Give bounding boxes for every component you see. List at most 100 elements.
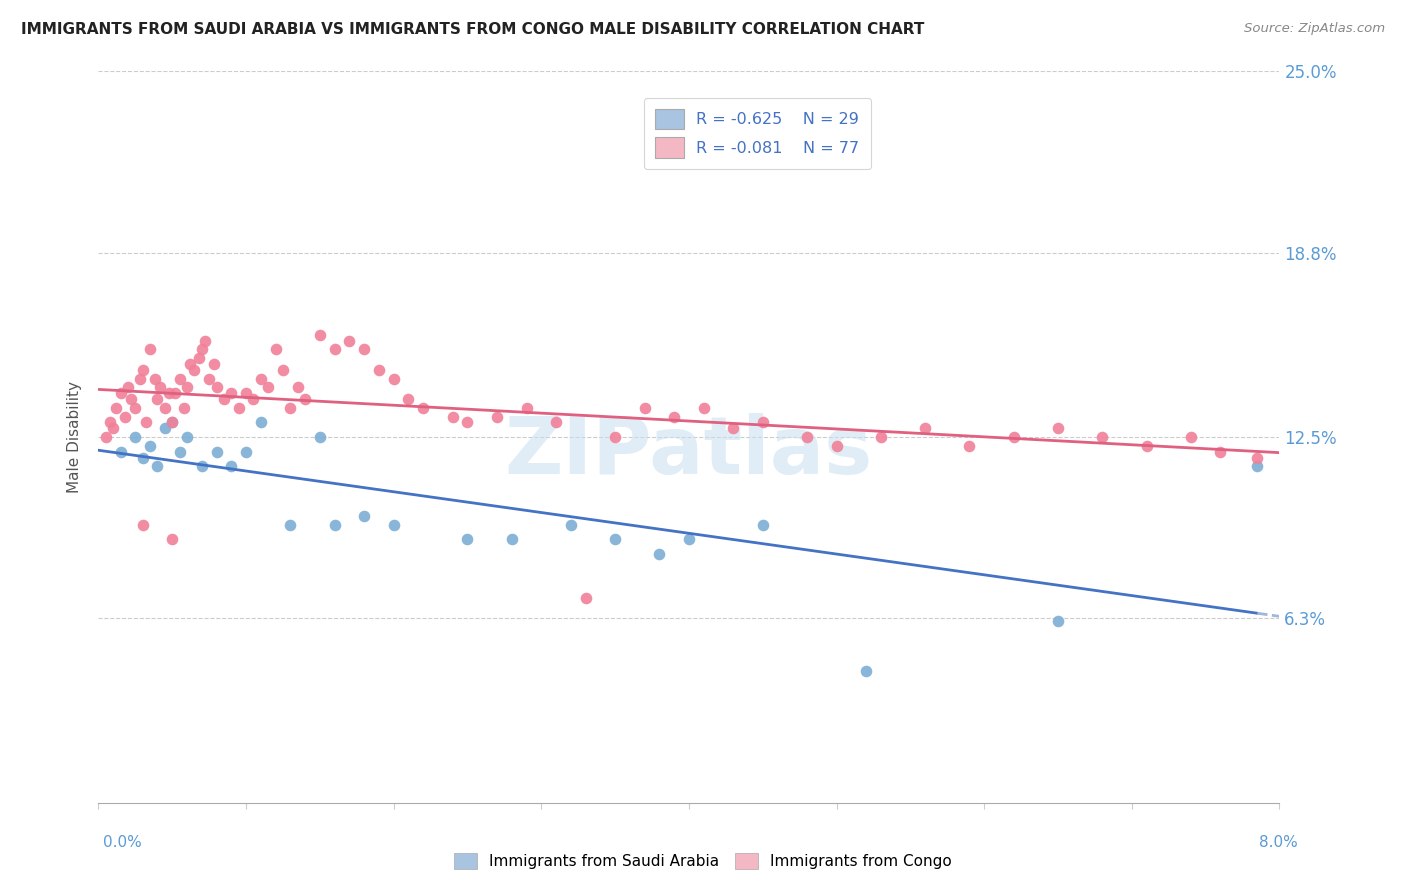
Point: [228, 401, 250, 415]
Point: [692, 401, 714, 415]
Point: [139, 439, 162, 453]
Point: [143, 371, 166, 385]
Point: [323, 343, 346, 357]
Point: [205, 380, 228, 394]
Point: [105, 401, 128, 415]
Point: [1180, 430, 1202, 444]
Point: [323, 517, 346, 532]
Point: [308, 430, 332, 444]
Point: [162, 416, 183, 430]
Point: [162, 533, 183, 547]
Point: [235, 444, 257, 458]
Point: [1091, 430, 1114, 444]
Y-axis label: Male Disability: Male Disability: [67, 381, 83, 493]
Text: Source: ZipAtlas.com: Source: ZipAtlas.com: [1244, 22, 1385, 36]
Point: [146, 459, 169, 474]
Point: [191, 343, 214, 357]
Point: [412, 401, 434, 415]
Point: [198, 371, 221, 385]
Point: [124, 430, 146, 444]
Text: 8.0%: 8.0%: [1258, 836, 1298, 850]
Point: [278, 517, 302, 532]
Point: [294, 392, 316, 406]
Point: [278, 401, 302, 415]
Point: [187, 351, 209, 365]
Point: [169, 444, 191, 458]
Point: [257, 380, 280, 394]
Point: [128, 371, 150, 385]
Point: [149, 380, 172, 394]
Point: [751, 517, 773, 532]
Point: [855, 664, 877, 678]
Point: [501, 533, 523, 547]
Point: [264, 343, 287, 357]
Point: [165, 386, 187, 401]
Point: [515, 401, 537, 415]
Point: [132, 450, 155, 465]
Point: [179, 357, 201, 371]
Point: [396, 392, 419, 406]
Point: [191, 459, 214, 474]
Point: [796, 430, 818, 444]
Point: [382, 371, 405, 385]
Legend: Immigrants from Saudi Arabia, Immigrants from Congo: Immigrants from Saudi Arabia, Immigrants…: [449, 847, 957, 875]
Point: [723, 421, 745, 435]
Point: [271, 363, 294, 377]
Point: [1246, 459, 1268, 474]
Point: [1046, 421, 1069, 435]
Point: [135, 416, 157, 430]
Point: [205, 444, 228, 458]
Point: [633, 401, 655, 415]
Point: [124, 401, 146, 415]
Point: [114, 409, 136, 424]
Point: [574, 591, 596, 605]
Point: [441, 409, 464, 424]
Point: [382, 517, 405, 532]
Point: [94, 430, 117, 444]
Point: [250, 371, 273, 385]
Point: [103, 421, 125, 435]
Point: [176, 380, 198, 394]
Point: [353, 509, 375, 524]
Point: [486, 409, 509, 424]
Text: 0.0%: 0.0%: [103, 836, 142, 850]
Point: [287, 380, 309, 394]
Point: [914, 421, 936, 435]
Point: [176, 430, 198, 444]
Point: [250, 416, 273, 430]
Point: [117, 380, 139, 394]
Point: [132, 517, 155, 532]
Point: [162, 416, 183, 430]
Point: [751, 416, 773, 430]
Point: [353, 343, 375, 357]
Point: [110, 444, 132, 458]
Point: [139, 343, 162, 357]
Point: [183, 363, 205, 377]
Point: [212, 392, 235, 406]
Legend: R = -0.625    N = 29, R = -0.081    N = 77: R = -0.625 N = 29, R = -0.081 N = 77: [644, 97, 870, 169]
Point: [1002, 430, 1025, 444]
Point: [546, 416, 568, 430]
Point: [1246, 450, 1268, 465]
Point: [678, 533, 700, 547]
Point: [367, 363, 389, 377]
Point: [146, 392, 169, 406]
Point: [242, 392, 264, 406]
Point: [560, 517, 582, 532]
Text: IMMIGRANTS FROM SAUDI ARABIA VS IMMIGRANTS FROM CONGO MALE DISABILITY CORRELATIO: IMMIGRANTS FROM SAUDI ARABIA VS IMMIGRAN…: [21, 22, 925, 37]
Point: [153, 401, 176, 415]
Point: [110, 386, 132, 401]
Point: [173, 401, 195, 415]
Point: [169, 371, 191, 385]
Point: [337, 334, 360, 348]
Point: [1046, 615, 1069, 629]
Point: [202, 357, 225, 371]
Point: [219, 459, 242, 474]
Point: [959, 439, 981, 453]
Point: [869, 430, 891, 444]
Point: [825, 439, 848, 453]
Point: [1135, 439, 1157, 453]
Point: [98, 416, 121, 430]
Point: [157, 386, 180, 401]
Point: [235, 386, 257, 401]
